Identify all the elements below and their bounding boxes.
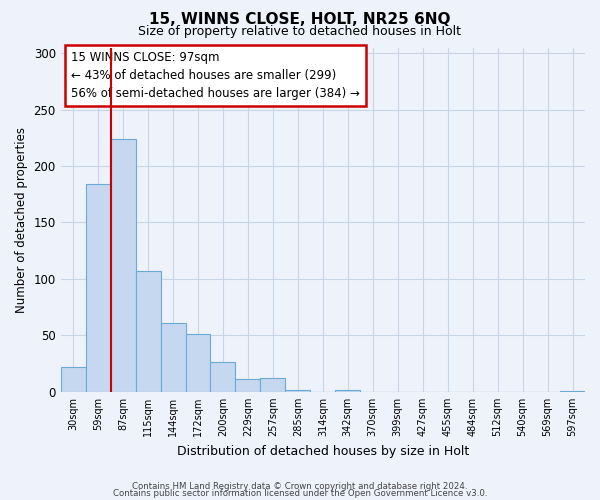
Bar <box>235 380 260 392</box>
Y-axis label: Number of detached properties: Number of detached properties <box>15 126 28 312</box>
Text: Size of property relative to detached houses in Holt: Size of property relative to detached ho… <box>139 25 461 38</box>
Bar <box>335 390 360 392</box>
Bar <box>260 378 286 392</box>
Text: Contains public sector information licensed under the Open Government Licence v3: Contains public sector information licen… <box>113 488 487 498</box>
Bar <box>136 271 161 392</box>
Bar <box>286 390 310 392</box>
Bar <box>185 334 211 392</box>
Text: 15, WINNS CLOSE, HOLT, NR25 6NQ: 15, WINNS CLOSE, HOLT, NR25 6NQ <box>149 12 451 28</box>
Bar <box>110 139 136 392</box>
Text: 15 WINNS CLOSE: 97sqm
← 43% of detached houses are smaller (299)
56% of semi-det: 15 WINNS CLOSE: 97sqm ← 43% of detached … <box>71 51 360 100</box>
Text: Contains HM Land Registry data © Crown copyright and database right 2024.: Contains HM Land Registry data © Crown c… <box>132 482 468 491</box>
Bar <box>560 390 585 392</box>
Bar <box>86 184 110 392</box>
Bar <box>61 367 86 392</box>
Bar <box>161 323 185 392</box>
Bar <box>211 362 235 392</box>
X-axis label: Distribution of detached houses by size in Holt: Distribution of detached houses by size … <box>177 444 469 458</box>
